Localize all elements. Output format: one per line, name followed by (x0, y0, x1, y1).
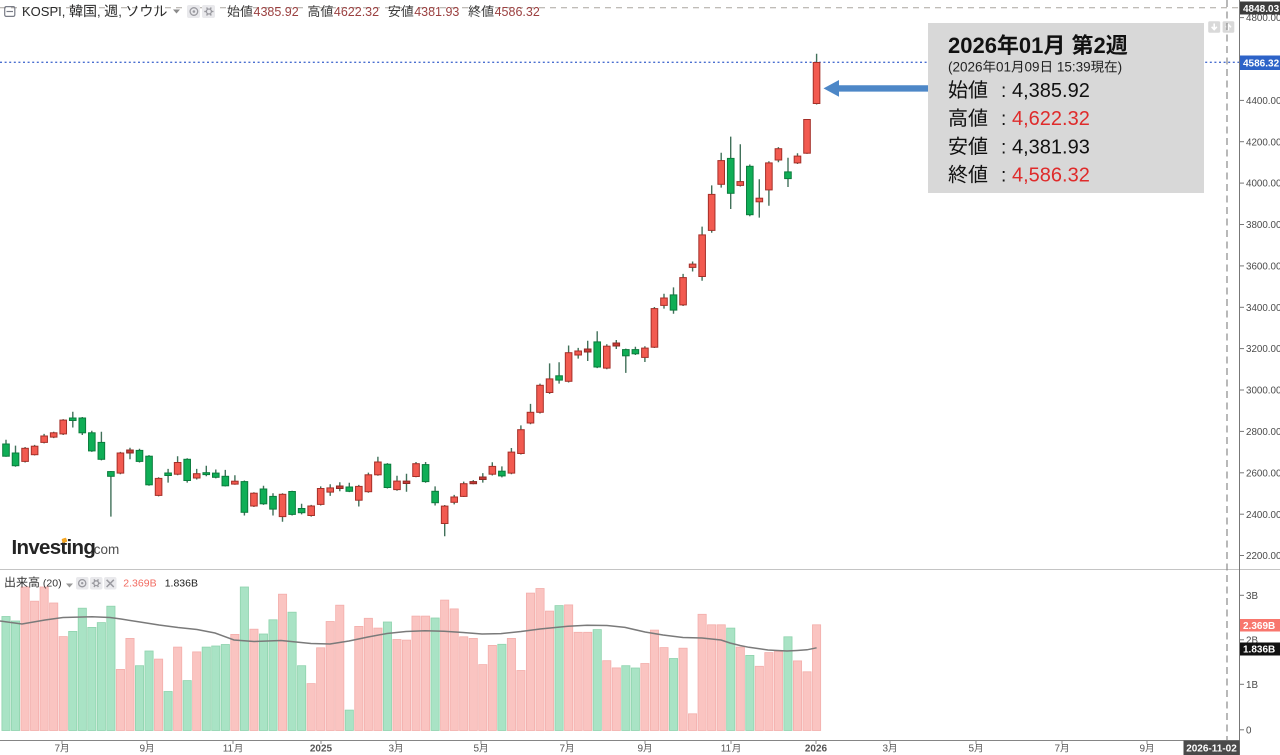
svg-text:4,622.32: 4,622.32 (1012, 108, 1090, 130)
svg-text:.com: .com (90, 542, 119, 557)
svg-text:9: 9 (638, 744, 644, 755)
svg-text:3800.00: 3800.00 (1246, 220, 1280, 231)
svg-text:4385.92: 4385.92 (254, 5, 299, 19)
svg-text:3B: 3B (1246, 591, 1258, 602)
svg-text:(2026: (2026 (948, 60, 983, 75)
svg-text::: : (1001, 109, 1006, 130)
svg-text:0: 0 (1246, 725, 1252, 736)
svg-text:3200.00: 3200.00 (1246, 344, 1280, 355)
svg-text:Investing: Investing (12, 536, 96, 559)
svg-text:09: 09 (1025, 60, 1040, 75)
svg-text:1.836B: 1.836B (165, 578, 198, 590)
svg-text:4586.32: 4586.32 (1243, 59, 1280, 70)
svg-text:4622.32: 4622.32 (334, 5, 379, 19)
svg-text:2800.00: 2800.00 (1246, 427, 1280, 438)
svg-text:01: 01 (1019, 33, 1043, 58)
svg-text:4381.93: 4381.93 (414, 5, 459, 19)
svg-text:3400.00: 3400.00 (1246, 303, 1280, 314)
svg-text::: : (1001, 137, 1006, 158)
svg-text:,: , (118, 4, 125, 19)
svg-text:4400.00: 4400.00 (1246, 96, 1280, 107)
svg-text:15:39: 15:39 (1053, 60, 1091, 75)
svg-text:2400.00: 2400.00 (1246, 510, 1280, 521)
svg-text:2200.00: 2200.00 (1246, 551, 1280, 562)
svg-text:4800.00: 4800.00 (1246, 13, 1280, 24)
svg-text:9: 9 (1140, 744, 1146, 755)
svg-text:4586.32: 4586.32 (495, 5, 540, 19)
svg-text:11: 11 (721, 744, 732, 755)
svg-text::: : (1001, 81, 1006, 102)
svg-text:3: 3 (389, 744, 395, 755)
svg-text:): ) (1118, 60, 1123, 75)
svg-text:,: , (97, 4, 104, 19)
svg-text:2025: 2025 (310, 744, 333, 755)
svg-text:2026: 2026 (805, 744, 828, 755)
svg-text:7: 7 (55, 744, 61, 755)
svg-text::: : (1001, 166, 1006, 187)
svg-text:9: 9 (140, 744, 146, 755)
svg-text:4,586.32: 4,586.32 (1012, 165, 1090, 187)
svg-text:2026: 2026 (948, 33, 997, 58)
svg-text:4,381.93: 4,381.93 (1012, 136, 1090, 158)
svg-text:2600.00: 2600.00 (1246, 468, 1280, 479)
svg-text:11: 11 (223, 744, 234, 755)
svg-text:2026-11-02: 2026-11-02 (1186, 743, 1237, 754)
svg-text:2.369B: 2.369B (1243, 621, 1275, 632)
svg-text:1B: 1B (1246, 680, 1258, 691)
svg-text:4848.03: 4848.03 (1243, 4, 1280, 15)
svg-text:7: 7 (1055, 744, 1061, 755)
svg-text:4,385.92: 4,385.92 (1012, 80, 1090, 102)
svg-text:3000.00: 3000.00 (1246, 386, 1280, 397)
svg-text:4200.00: 4200.00 (1246, 137, 1280, 148)
svg-text:4000.00: 4000.00 (1246, 179, 1280, 190)
svg-text:1.836B: 1.836B (1243, 645, 1275, 656)
svg-text:01: 01 (996, 60, 1011, 75)
svg-text:2B: 2B (1246, 635, 1258, 646)
svg-text:7: 7 (560, 744, 566, 755)
svg-text:KOSPI,: KOSPI, (22, 4, 69, 19)
svg-text:2.369B: 2.369B (123, 578, 156, 590)
svg-text:(20): (20) (40, 578, 62, 590)
svg-text:5: 5 (969, 744, 975, 755)
svg-text:2: 2 (1094, 33, 1106, 58)
svg-text:3: 3 (883, 744, 889, 755)
svg-text:3600.00: 3600.00 (1246, 262, 1280, 273)
svg-text:5: 5 (474, 744, 480, 755)
